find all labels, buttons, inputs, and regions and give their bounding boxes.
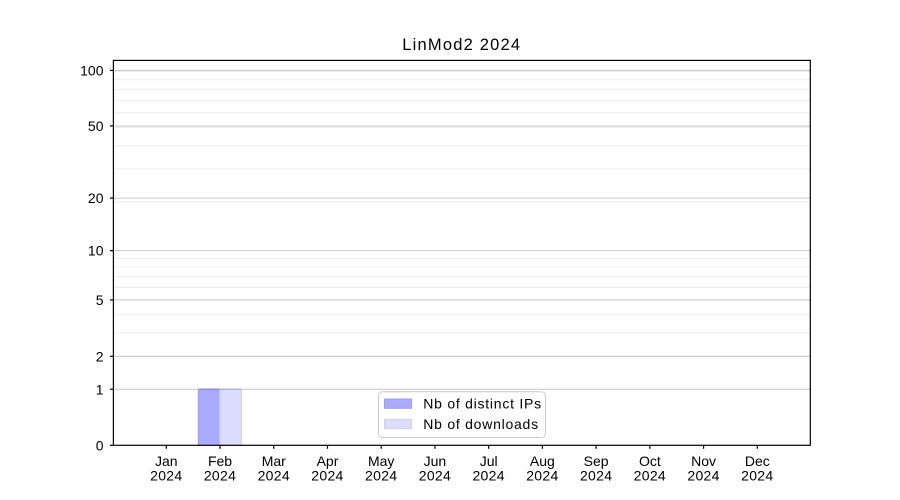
svg-text:5: 5 <box>96 292 104 308</box>
svg-text:2024: 2024 <box>472 468 504 484</box>
svg-text:Nb of distinct IPs: Nb of distinct IPs <box>423 396 542 412</box>
svg-text:2: 2 <box>96 348 104 364</box>
svg-text:10: 10 <box>88 243 104 259</box>
svg-text:2024: 2024 <box>526 468 558 484</box>
svg-text:LinMod2 2024: LinMod2 2024 <box>402 36 521 54</box>
svg-text:2024: 2024 <box>419 468 451 484</box>
svg-text:50: 50 <box>88 118 104 134</box>
svg-text:20: 20 <box>88 190 104 206</box>
svg-text:Feb: Feb <box>208 453 232 469</box>
svg-text:Nb of downloads: Nb of downloads <box>423 416 539 432</box>
svg-text:Mar: Mar <box>262 453 286 469</box>
svg-text:May: May <box>368 453 394 469</box>
svg-text:1: 1 <box>96 381 104 397</box>
svg-text:Oct: Oct <box>639 453 661 469</box>
svg-text:Nov: Nov <box>691 453 716 469</box>
svg-text:0: 0 <box>96 437 104 453</box>
svg-text:Sep: Sep <box>584 453 609 469</box>
svg-text:100: 100 <box>80 62 104 78</box>
svg-text:2024: 2024 <box>741 468 773 484</box>
svg-text:2024: 2024 <box>204 468 236 484</box>
svg-text:Dec: Dec <box>745 453 770 469</box>
svg-text:2024: 2024 <box>580 468 612 484</box>
svg-text:2024: 2024 <box>365 468 397 484</box>
svg-text:Apr: Apr <box>317 453 339 469</box>
svg-text:Jul: Jul <box>480 453 498 469</box>
svg-text:Jan: Jan <box>155 453 178 469</box>
svg-text:2024: 2024 <box>687 468 719 484</box>
svg-text:2024: 2024 <box>258 468 290 484</box>
svg-text:2024: 2024 <box>150 468 182 484</box>
svg-text:Jun: Jun <box>424 453 447 469</box>
svg-text:Aug: Aug <box>530 453 555 469</box>
svg-text:2024: 2024 <box>311 468 343 484</box>
svg-text:2024: 2024 <box>634 468 666 484</box>
